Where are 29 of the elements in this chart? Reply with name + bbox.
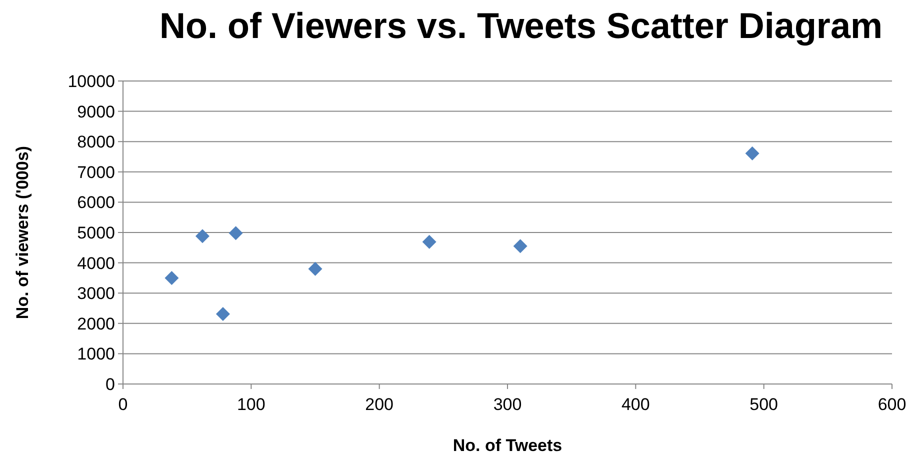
point xyxy=(745,146,760,160)
y-tick-label: 2000 xyxy=(77,314,115,334)
y-axis-title: No. of viewers ('000s) xyxy=(13,146,32,320)
point xyxy=(422,234,436,249)
y-tick-label: 6000 xyxy=(77,193,115,212)
y-tick-label: 0 xyxy=(106,374,115,394)
x-axis-title: No. of Tweets xyxy=(452,436,562,455)
x-tick-label: 600 xyxy=(878,395,906,414)
y-tick-label: 8000 xyxy=(77,132,115,152)
x-tick-label: 500 xyxy=(750,395,778,414)
y-tick-label: 3000 xyxy=(77,284,115,304)
point xyxy=(164,270,179,285)
point xyxy=(513,239,528,254)
x-tick-label: 200 xyxy=(365,395,394,414)
point xyxy=(216,307,230,322)
y-tick-label: 5000 xyxy=(77,223,115,242)
x-tick-label: 400 xyxy=(621,395,650,414)
x-tick-label: 300 xyxy=(493,395,522,414)
chart-title: No. of Viewers vs. Tweets Scatter Diagram xyxy=(160,5,882,46)
y-tick-label: 9000 xyxy=(77,102,115,122)
x-tick-label: 100 xyxy=(236,395,266,414)
y-tick-label: 4000 xyxy=(77,254,115,273)
point xyxy=(228,226,243,240)
x-tick-label: 0 xyxy=(118,395,128,414)
point xyxy=(308,262,322,276)
y-tick-label: 1000 xyxy=(77,344,115,364)
point xyxy=(195,229,210,244)
y-tick-label: 7000 xyxy=(77,162,115,182)
y-tick-label: 10000 xyxy=(68,72,115,91)
